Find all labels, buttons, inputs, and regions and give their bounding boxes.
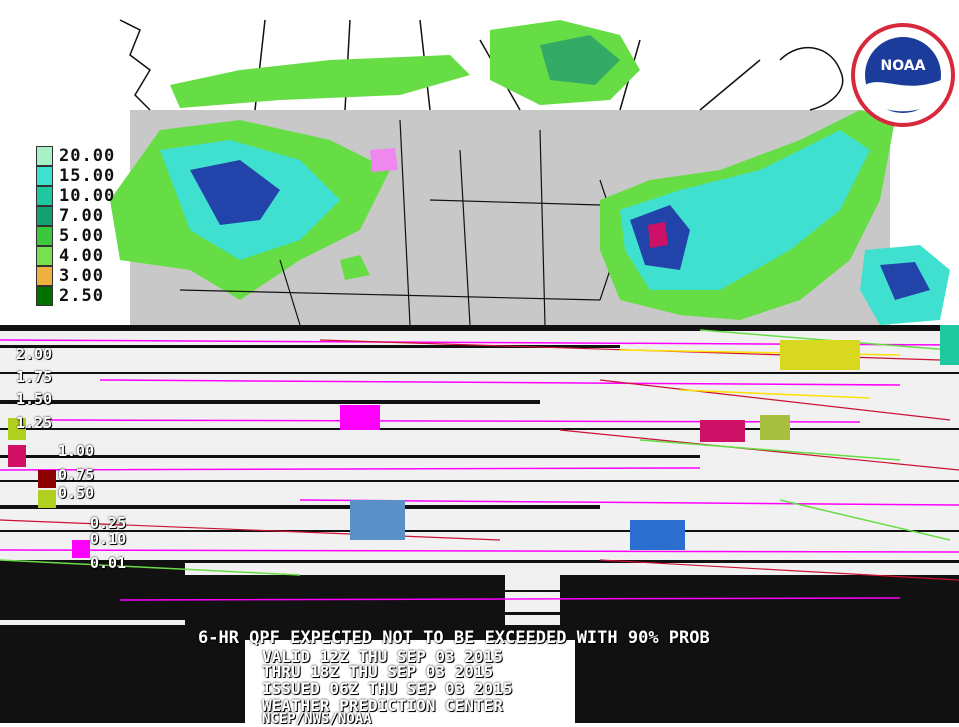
legend-swatch bbox=[36, 146, 53, 166]
border-3 bbox=[459, 149, 471, 326]
legend-label: 3.00 bbox=[59, 266, 104, 286]
magenta-patch-1 bbox=[340, 405, 380, 430]
legend-label: 15.00 bbox=[59, 166, 116, 186]
border-1 bbox=[179, 289, 601, 301]
legend-label: 7.00 bbox=[59, 206, 104, 226]
glitch-band-6 bbox=[0, 455, 700, 458]
glitch-artifacts bbox=[0, 325, 959, 723]
legend-secondary-label: 1.75 bbox=[16, 368, 53, 386]
ghost-legend-3 bbox=[38, 470, 56, 488]
glitch-band-5 bbox=[0, 428, 959, 430]
legend-row: 4.00 bbox=[36, 246, 131, 266]
legend-label: 2.50 bbox=[59, 286, 104, 306]
state-borders bbox=[179, 119, 621, 326]
legend-secondary-label: 0.50 bbox=[58, 484, 95, 502]
dark-block-right bbox=[560, 575, 959, 625]
caption-agency: NCEP/NWS/NOAA bbox=[262, 711, 372, 727]
legend-row: 5.00 bbox=[36, 226, 131, 246]
precip-legend: 20.00 15.00 10.00 7.00 5.00 4.00 3.00 2.50 bbox=[36, 146, 131, 306]
glitch-band-4 bbox=[0, 400, 540, 404]
legend-row: 15.00 bbox=[36, 166, 131, 186]
northwest-precip bbox=[110, 120, 398, 300]
ghost-legend-2 bbox=[8, 445, 26, 467]
dark-block-left bbox=[0, 560, 185, 620]
noaa-logo-icon: NOAA bbox=[851, 23, 955, 127]
nw-precip-patch bbox=[340, 255, 370, 280]
legend-swatch bbox=[36, 226, 53, 246]
legend-swatch bbox=[36, 246, 53, 266]
ghost-legend-1 bbox=[8, 418, 26, 440]
glitch-band-1 bbox=[0, 325, 959, 331]
legend-secondary-label: 0.10 bbox=[90, 530, 127, 548]
caption-issued: ISSUED 06Z THU SEP 03 2015 bbox=[262, 679, 513, 698]
border-2 bbox=[399, 119, 411, 326]
glitch-band-7 bbox=[0, 480, 959, 482]
map-caption: 6-HR QPF EXPECTED NOT TO BE EXCEEDED WIT… bbox=[182, 628, 822, 727]
legend-row: 7.00 bbox=[36, 206, 131, 226]
nw-precip-magenta bbox=[370, 148, 398, 172]
border-5 bbox=[429, 199, 601, 206]
legend-secondary-label: 0.75 bbox=[58, 466, 95, 484]
legend-swatch bbox=[36, 186, 53, 206]
magenta-patch-2 bbox=[700, 420, 745, 442]
legend-label: 20.00 bbox=[59, 146, 116, 166]
glitch-band-2 bbox=[0, 345, 620, 348]
glitch-band-3 bbox=[0, 372, 959, 374]
glitch-band-8 bbox=[0, 505, 600, 509]
glitch-band-9 bbox=[0, 530, 959, 532]
canada-region bbox=[119, 19, 844, 111]
legend-row: 2.50 bbox=[36, 286, 131, 306]
legend-label: 10.00 bbox=[59, 186, 116, 206]
legend-secondary-label: 1.50 bbox=[16, 390, 53, 408]
caption-center: WEATHER PREDICTION CENTER bbox=[262, 696, 503, 715]
nw-precip-heavy bbox=[190, 160, 280, 225]
legend-secondary-label: 0.01 bbox=[90, 554, 127, 572]
legend-swatch bbox=[36, 206, 53, 226]
legend-row: 20.00 bbox=[36, 146, 131, 166]
northeast-precip bbox=[600, 110, 950, 325]
caption-valid-start: VALID 12Z THU SEP 03 2015 bbox=[262, 647, 503, 666]
legend-secondary-label: 2.00 bbox=[16, 345, 53, 363]
ghost-legend-4 bbox=[38, 490, 56, 508]
ghost-legend-5 bbox=[72, 540, 90, 558]
ne-precip-east-heavy bbox=[880, 262, 930, 300]
legend-secondary-label: 1.25 bbox=[16, 414, 53, 432]
white-block-caption bbox=[245, 640, 575, 723]
logo-wave bbox=[865, 80, 941, 112]
magenta-streaks bbox=[0, 339, 959, 601]
glitch-band-10 bbox=[0, 560, 959, 563]
ne-precip-extreme bbox=[648, 222, 668, 248]
legend-label: 5.00 bbox=[59, 226, 104, 246]
legend-label: 4.00 bbox=[59, 246, 104, 266]
blue-patch-1 bbox=[630, 520, 685, 550]
teal-patch bbox=[940, 325, 959, 365]
legend-swatch bbox=[36, 266, 53, 286]
canada-precip-core bbox=[540, 35, 620, 85]
legend-secondary-label: 0.25 bbox=[90, 514, 127, 532]
legend-row: 10.00 bbox=[36, 186, 131, 206]
blue-patch-2 bbox=[350, 500, 405, 540]
legend-swatch bbox=[36, 286, 53, 306]
hudson-coast bbox=[779, 46, 844, 111]
caption-title: 6-HR QPF EXPECTED NOT TO BE EXCEEDED WIT… bbox=[198, 628, 710, 648]
logo-text: NOAA bbox=[881, 58, 926, 74]
yellow-patch bbox=[780, 340, 860, 370]
legend-row: 3.00 bbox=[36, 266, 131, 286]
border-4 bbox=[539, 129, 546, 326]
lime-patch bbox=[760, 415, 790, 440]
border-6 bbox=[279, 259, 301, 326]
legend-swatch bbox=[36, 166, 53, 186]
canada-coast-west bbox=[119, 19, 151, 111]
legend-secondary-label: 1.00 bbox=[58, 442, 95, 460]
canada-precip-band-west bbox=[170, 55, 470, 108]
caption-valid-end: THRU 18Z THU SEP 03 2015 bbox=[262, 662, 494, 681]
